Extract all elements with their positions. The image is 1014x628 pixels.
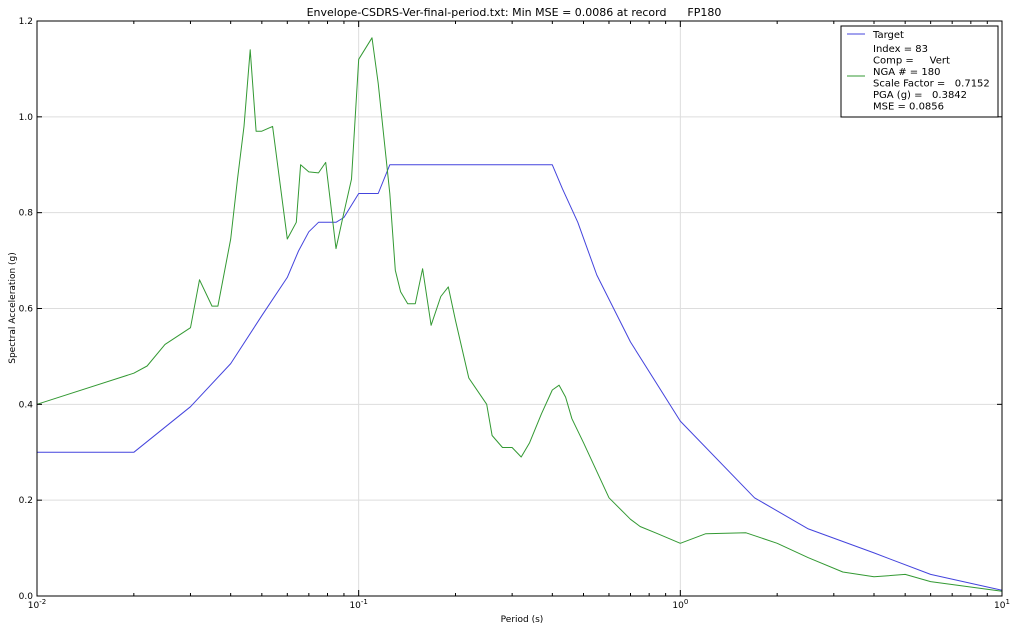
x-tick-exponent: -1 <box>361 598 368 606</box>
legend-line: NGA # = 180 <box>873 67 940 78</box>
y-tick-label: 0.4 <box>19 400 34 410</box>
x-tick-exponent: -2 <box>39 598 46 606</box>
x-axis-label: Period (s) <box>501 615 544 625</box>
y-axis-label: Spectral Acceleration (g) <box>8 252 18 364</box>
x-tick-label: 10-2 <box>28 598 46 611</box>
x-tick-exponent: 1 <box>1005 598 1009 606</box>
x-tick-base: 10 <box>672 601 684 611</box>
y-tick-label: 0.2 <box>19 496 33 506</box>
series-layer <box>36 37 1003 592</box>
legend-box <box>840 25 999 118</box>
series-line-target <box>37 164 1003 591</box>
legend-label-target: Target <box>872 30 904 41</box>
series-line-record <box>36 37 1003 592</box>
legend-line: PGA (g) = 0.3842 <box>873 90 967 101</box>
y-tick-label: 1.0 <box>19 113 34 123</box>
x-tick-base: 10 <box>349 601 361 611</box>
legend: Target Index = 83 Comp = Vert NGA # = 180 Sc… <box>840 25 999 118</box>
legend-label-record: Index = 83 Comp = Vert NGA # = 180 Scale Fa… <box>873 44 990 113</box>
legend-line: MSE = 0.0856 <box>873 102 944 113</box>
x-tick-label: 101 <box>994 598 1010 611</box>
legend-line: Comp = Vert <box>873 56 950 67</box>
x-tick-exponent: 0 <box>684 598 688 606</box>
legend-line: Index = 83 <box>873 44 928 55</box>
x-tick-label: 100 <box>672 598 688 611</box>
chart-title: Envelope-CSDRS-Ver-final-period.txt: Min… <box>307 6 722 19</box>
legend-line: Scale Factor = 0.7152 <box>873 79 990 90</box>
y-tick-label: 0.0 <box>19 592 34 602</box>
x-tick-label: 10-1 <box>349 598 367 611</box>
y-tick-label: 0.6 <box>19 305 34 315</box>
y-tick-label: 1.2 <box>19 17 33 27</box>
y-tick-label: 0.8 <box>19 209 34 219</box>
ticks: 0.00.20.40.60.81.01.210-2 10-1 100 101 <box>19 17 1010 611</box>
x-tick-base: 10 <box>994 601 1006 611</box>
x-tick-base: 10 <box>28 601 40 611</box>
